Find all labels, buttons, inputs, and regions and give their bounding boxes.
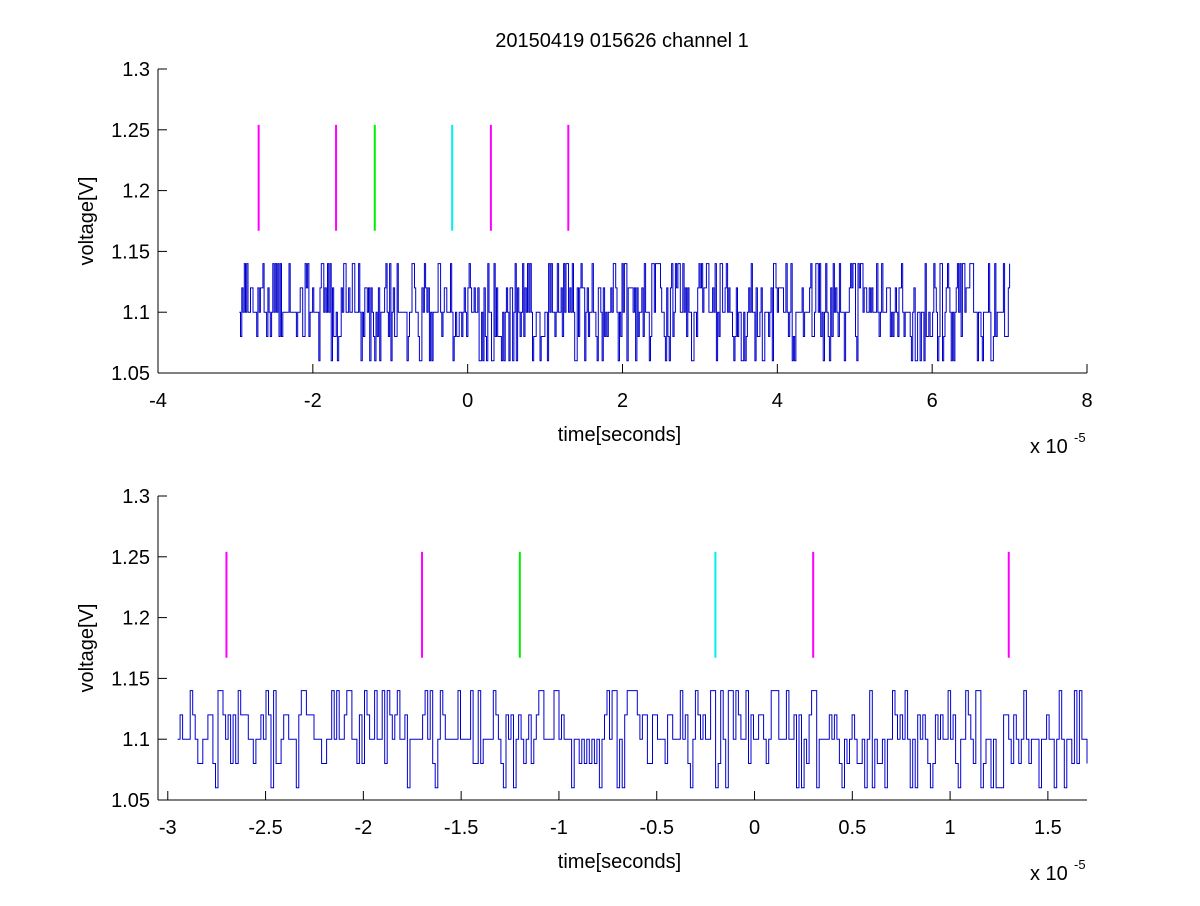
x-tick-label: 0.5 — [838, 817, 866, 839]
figure-title: 20150419 015626 channel 1 — [495, 30, 749, 52]
x-tick-label: 8 — [1081, 390, 1092, 412]
x-tick-label: 1 — [945, 817, 956, 839]
y-tick-label: 1.05 — [111, 363, 150, 385]
y-tick-label: 1.25 — [111, 547, 150, 569]
x-tick-label: 1.5 — [1034, 817, 1062, 839]
x-tick-label: -2 — [304, 390, 322, 412]
y-axis-label: voltage[V] — [76, 604, 98, 693]
x-exponent-power: -5 — [1074, 430, 1086, 445]
x-tick-label: -2.5 — [248, 817, 282, 839]
x-tick-label: 2 — [617, 390, 628, 412]
signal-trace — [177, 690, 1088, 789]
y-tick-label: 1.25 — [111, 120, 150, 142]
signal-trace — [239, 263, 1011, 362]
top-subplot: 1.05 1.1 1.15 1.2 1.25 1.3 -4 -2 0 2 4 6 8 time[secon… — [76, 59, 1093, 458]
x-exponent-power: -5 — [1074, 857, 1086, 872]
x-axis-label: time[seconds] — [558, 424, 681, 446]
x-tick-label: 4 — [772, 390, 783, 412]
y-tick-label: 1.1 — [122, 302, 150, 324]
x-tick-label: -3 — [159, 817, 177, 839]
y-tick-label: 1.3 — [122, 59, 150, 81]
x-axis-label: time[seconds] — [558, 851, 681, 873]
y-tick-label: 1.05 — [111, 790, 150, 812]
y-tick-label: 1.15 — [111, 241, 150, 263]
x-tick-label: -0.5 — [639, 817, 673, 839]
y-tick-label: 1.15 — [111, 668, 150, 690]
x-tick-label: 6 — [927, 390, 938, 412]
y-tick-label: 1.1 — [122, 729, 150, 751]
x-tick-label: -1 — [550, 817, 568, 839]
x-tick-label: 0 — [749, 817, 760, 839]
x-tick-label: -1.5 — [444, 817, 478, 839]
bottom-subplot: 1.05 1.1 1.15 1.2 1.25 1.3 -3 -2.5 -2 -1.5 -1 -0.5 0… — [76, 486, 1088, 885]
x-exponent-label: x 10 — [1030, 863, 1068, 885]
y-tick-label: 1.3 — [122, 486, 150, 508]
y-tick-label: 1.2 — [122, 608, 150, 630]
x-exponent-label: x 10 — [1030, 436, 1068, 458]
y-axis-label: voltage[V] — [76, 177, 98, 266]
x-tick-label: -2 — [354, 817, 372, 839]
y-tick-label: 1.2 — [122, 181, 150, 203]
x-tick-label: 0 — [462, 390, 473, 412]
x-tick-label: -4 — [149, 390, 167, 412]
